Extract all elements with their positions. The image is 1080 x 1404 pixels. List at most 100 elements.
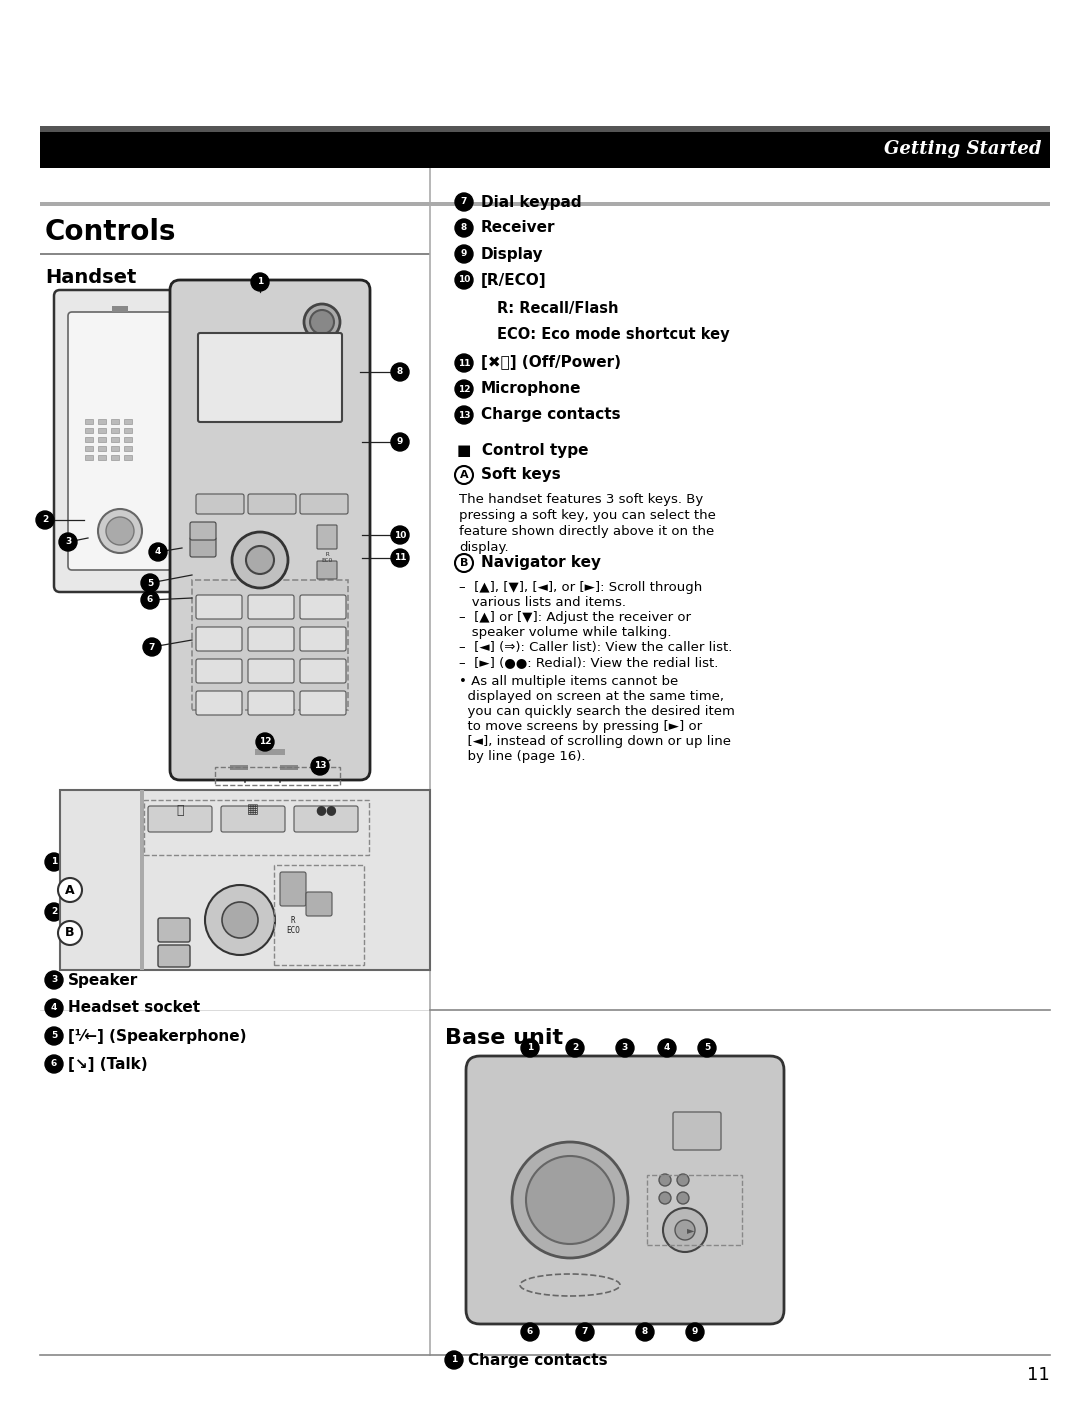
FancyBboxPatch shape xyxy=(248,494,296,514)
FancyBboxPatch shape xyxy=(306,892,332,915)
Bar xyxy=(40,202,1050,206)
Text: 6: 6 xyxy=(147,595,153,605)
Text: • Secure grip offers support when you: • Secure grip offers support when you xyxy=(73,929,328,943)
Bar xyxy=(111,437,119,442)
Text: 8: 8 xyxy=(642,1328,648,1337)
Circle shape xyxy=(677,1192,689,1205)
Circle shape xyxy=(391,549,409,567)
Text: 12: 12 xyxy=(259,737,271,747)
Text: Microphone: Microphone xyxy=(481,382,581,396)
Circle shape xyxy=(36,511,54,529)
Text: 5: 5 xyxy=(51,1032,57,1040)
FancyBboxPatch shape xyxy=(248,595,294,619)
Text: Handset: Handset xyxy=(45,268,136,286)
Circle shape xyxy=(205,885,275,955)
Circle shape xyxy=(445,1351,463,1369)
Circle shape xyxy=(303,305,340,340)
Text: Controls: Controls xyxy=(45,218,176,246)
Bar xyxy=(215,767,340,785)
Text: ECO: Eco mode shortcut key: ECO: Eco mode shortcut key xyxy=(497,327,730,341)
Text: Soft keys: Soft keys xyxy=(481,468,561,483)
Bar xyxy=(280,765,298,769)
Text: Secure grip: Secure grip xyxy=(68,904,166,920)
Text: 6: 6 xyxy=(51,1060,57,1068)
Circle shape xyxy=(232,532,288,588)
Bar xyxy=(98,455,106,461)
Text: • As all multiple items cannot be: • As all multiple items cannot be xyxy=(459,675,678,688)
FancyBboxPatch shape xyxy=(300,595,346,619)
Text: 12: 12 xyxy=(458,385,470,393)
Circle shape xyxy=(58,878,82,901)
Text: Navigator key: Navigator key xyxy=(481,556,600,570)
Text: feature shown directly above it on the: feature shown directly above it on the xyxy=(459,525,714,538)
Text: R
ECO: R ECO xyxy=(322,552,333,563)
Circle shape xyxy=(686,1323,704,1341)
FancyBboxPatch shape xyxy=(221,806,285,833)
Circle shape xyxy=(677,1174,689,1186)
FancyBboxPatch shape xyxy=(68,312,172,570)
Text: 2: 2 xyxy=(572,1043,578,1053)
Text: 11: 11 xyxy=(394,553,406,563)
Bar xyxy=(111,428,119,432)
Text: you can quickly search the desired item: you can quickly search the desired item xyxy=(459,705,734,717)
Circle shape xyxy=(58,921,82,945)
FancyBboxPatch shape xyxy=(300,658,346,682)
Circle shape xyxy=(256,733,274,751)
Circle shape xyxy=(45,1000,63,1016)
Text: 3: 3 xyxy=(622,1043,629,1053)
Text: Charge contacts: Charge contacts xyxy=(468,1352,608,1367)
Text: 7: 7 xyxy=(461,198,468,206)
Text: 10: 10 xyxy=(458,275,470,285)
Text: 8: 8 xyxy=(461,223,468,233)
FancyBboxPatch shape xyxy=(318,562,337,578)
Circle shape xyxy=(45,1054,63,1073)
Text: display.: display. xyxy=(459,541,509,555)
Text: R: Recall/Flash: R: Recall/Flash xyxy=(497,300,619,316)
Circle shape xyxy=(455,555,473,571)
Text: 1: 1 xyxy=(527,1043,534,1053)
Circle shape xyxy=(455,219,473,237)
Text: Smart function indicator: Smart function indicator xyxy=(68,880,279,894)
Bar xyxy=(85,446,93,451)
Text: cradle the handset between your: cradle the handset between your xyxy=(73,945,303,958)
Circle shape xyxy=(455,466,473,484)
Bar xyxy=(85,428,93,432)
Text: 10: 10 xyxy=(394,531,406,539)
Circle shape xyxy=(106,517,134,545)
Circle shape xyxy=(566,1039,584,1057)
Bar xyxy=(40,131,1050,168)
FancyBboxPatch shape xyxy=(673,1112,721,1150)
FancyBboxPatch shape xyxy=(170,279,370,781)
Text: 📖: 📖 xyxy=(176,803,184,817)
Circle shape xyxy=(455,406,473,424)
Text: –  [▲] or [▼]: Adjust the receiver or: – [▲] or [▼]: Adjust the receiver or xyxy=(459,611,691,623)
FancyBboxPatch shape xyxy=(190,536,216,557)
Text: to move screens by pressing [►] or: to move screens by pressing [►] or xyxy=(459,720,702,733)
Circle shape xyxy=(143,637,161,656)
Text: 1: 1 xyxy=(257,278,264,286)
Circle shape xyxy=(526,1155,615,1244)
Text: Display: Display xyxy=(481,247,543,261)
Text: Charge contacts: Charge contacts xyxy=(481,407,621,423)
Circle shape xyxy=(512,1141,627,1258)
Text: 3: 3 xyxy=(65,538,71,546)
Text: ●●: ●● xyxy=(315,803,337,817)
FancyBboxPatch shape xyxy=(465,1056,784,1324)
Bar xyxy=(85,418,93,424)
FancyBboxPatch shape xyxy=(195,494,244,514)
Bar xyxy=(192,580,348,710)
Circle shape xyxy=(251,272,269,291)
Text: [◄], instead of scrolling down or up line: [◄], instead of scrolling down or up lin… xyxy=(459,736,731,748)
Text: 2: 2 xyxy=(42,515,49,525)
Text: displayed on screen at the same time,: displayed on screen at the same time, xyxy=(459,689,724,703)
Bar xyxy=(111,418,119,424)
FancyBboxPatch shape xyxy=(300,494,348,514)
Circle shape xyxy=(658,1039,676,1057)
FancyBboxPatch shape xyxy=(294,806,357,833)
Text: 3: 3 xyxy=(51,976,57,984)
Text: Getting Started: Getting Started xyxy=(885,140,1042,159)
Text: 4: 4 xyxy=(154,548,161,556)
Circle shape xyxy=(391,432,409,451)
Text: 7: 7 xyxy=(149,643,156,651)
Bar xyxy=(230,765,248,769)
